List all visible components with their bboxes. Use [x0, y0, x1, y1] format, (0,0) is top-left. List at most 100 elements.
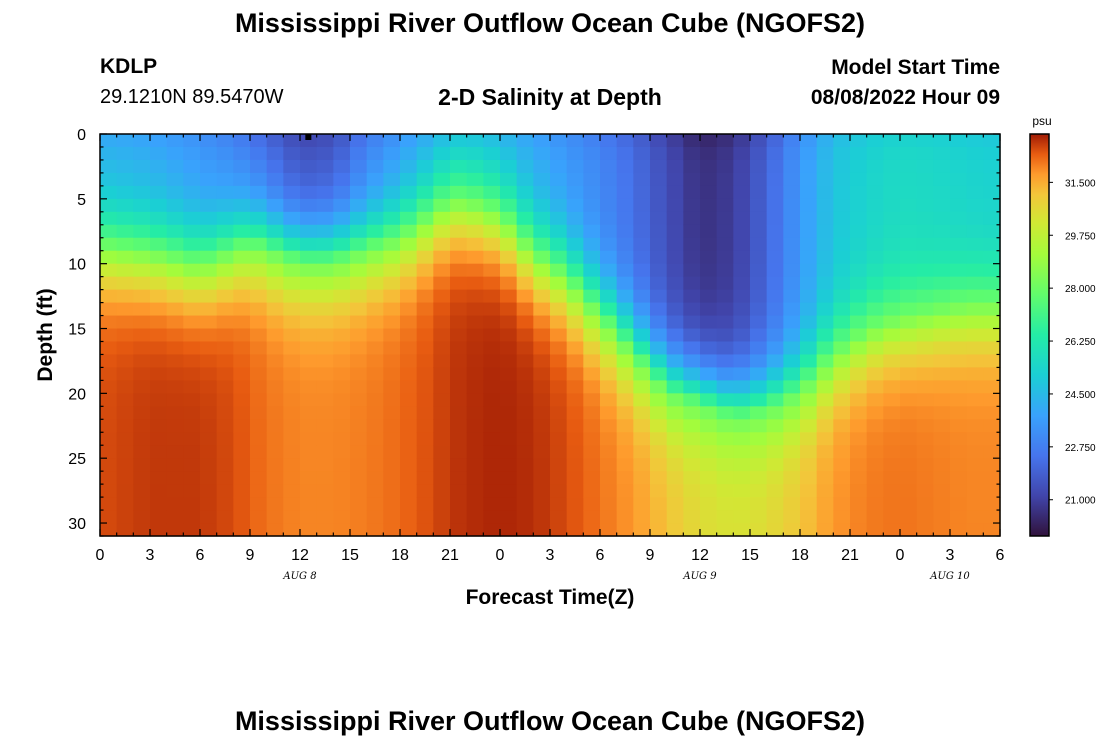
heatmap-cell — [966, 510, 984, 524]
heatmap-cell — [283, 250, 301, 265]
heatmap-cell — [450, 237, 468, 252]
heatmap-cell — [483, 289, 501, 304]
heatmap-cell — [350, 172, 368, 187]
heatmap-cell — [283, 276, 301, 291]
heatmap-cell — [883, 159, 901, 174]
heatmap-cell — [883, 393, 901, 407]
heatmap-cell — [916, 302, 934, 317]
heatmap-cell — [950, 263, 968, 278]
heatmap-cell — [216, 250, 234, 265]
heatmap-cell — [150, 185, 168, 200]
heatmap-cell — [416, 367, 434, 381]
heatmap-cell — [316, 198, 334, 213]
heatmap-cell — [283, 523, 301, 537]
heatmap-cell — [883, 289, 901, 304]
heatmap-cell — [750, 211, 768, 226]
heatmap-cell — [316, 406, 334, 420]
heatmap-cell — [266, 497, 284, 511]
heatmap-cell — [483, 250, 501, 265]
heatmap-cell — [966, 198, 984, 213]
heatmap-cell — [166, 328, 184, 343]
heatmap-cell — [350, 250, 368, 265]
heatmap-cell — [650, 289, 668, 304]
heatmap-cell — [883, 263, 901, 278]
heatmap-cell — [816, 289, 834, 304]
heatmap-cell — [316, 263, 334, 278]
heatmap-cell — [816, 224, 834, 239]
heatmap-cell — [433, 302, 451, 317]
heatmap-cell — [866, 497, 884, 511]
heatmap-cell — [333, 315, 351, 330]
heatmap-cell — [583, 159, 601, 174]
heatmap-cell — [266, 302, 284, 317]
heatmap-cell — [433, 406, 451, 420]
heatmap-cell — [566, 445, 584, 459]
heatmap-cell — [733, 432, 751, 446]
heatmap-cell — [966, 393, 984, 407]
heatmap-cell — [516, 134, 534, 148]
heatmap-cell — [450, 419, 468, 433]
heatmap-cell — [883, 497, 901, 511]
heatmap-cell — [850, 367, 868, 381]
heatmap-cell — [166, 458, 184, 472]
x-tick-label: 15 — [341, 547, 359, 564]
heatmap-cell — [283, 211, 301, 226]
heatmap-cell — [366, 328, 384, 343]
heatmap-cell — [416, 484, 434, 498]
heatmap-cell — [166, 406, 184, 420]
heatmap-cell — [350, 211, 368, 226]
heatmap-cell — [383, 484, 401, 498]
heatmap-cell — [800, 523, 818, 537]
heatmap-cell — [516, 237, 534, 252]
heatmap-cell — [866, 341, 884, 356]
heatmap-cell — [500, 432, 518, 446]
heatmap-cell — [200, 523, 218, 537]
heatmap-cell — [766, 224, 784, 239]
heatmap-cell — [433, 276, 451, 291]
heatmap-cell — [950, 406, 968, 420]
heatmap-cell — [266, 276, 284, 291]
heatmap-cell — [816, 198, 834, 213]
heatmap-cell — [250, 250, 268, 265]
heatmap-cell — [266, 172, 284, 187]
heatmap-cell — [716, 146, 734, 161]
heatmap-cell — [300, 172, 318, 187]
heatmap-cell — [850, 445, 868, 459]
heatmap-cell — [683, 185, 701, 200]
heatmap-cell — [166, 445, 184, 459]
heatmap-cell — [983, 211, 1001, 226]
heatmap-cell — [616, 419, 634, 433]
heatmap-cell — [133, 497, 151, 511]
heatmap-cell — [300, 510, 318, 524]
heatmap-cell — [866, 367, 884, 381]
heatmap-cell — [616, 458, 634, 472]
heatmap-cell — [966, 146, 984, 161]
heatmap-cell — [650, 354, 668, 369]
heatmap-cell — [433, 250, 451, 265]
heatmap-cell — [416, 315, 434, 330]
heatmap-cell — [966, 289, 984, 304]
heatmap-cell — [500, 134, 518, 148]
heatmap-cell — [650, 419, 668, 433]
heatmap-cell — [900, 289, 918, 304]
heatmap-cell — [633, 263, 651, 278]
heatmap-cell — [616, 354, 634, 369]
heatmap-cell — [483, 484, 501, 498]
heatmap-cell — [416, 510, 434, 524]
heatmap-cell — [133, 510, 151, 524]
heatmap-cell — [633, 172, 651, 187]
heatmap-cell — [350, 367, 368, 381]
heatmap-cell — [766, 250, 784, 265]
heatmap-cell — [650, 523, 668, 537]
heatmap-cell — [533, 341, 551, 356]
heatmap-cell — [516, 302, 534, 317]
heatmap-cell — [416, 302, 434, 317]
heatmap-cell — [266, 406, 284, 420]
heatmap-cell — [216, 224, 234, 239]
heatmap-cell — [766, 354, 784, 369]
heatmap-cell — [650, 432, 668, 446]
heatmap-cell — [516, 315, 534, 330]
heatmap-cell — [500, 302, 518, 317]
y-tick-label: 30 — [68, 516, 86, 533]
